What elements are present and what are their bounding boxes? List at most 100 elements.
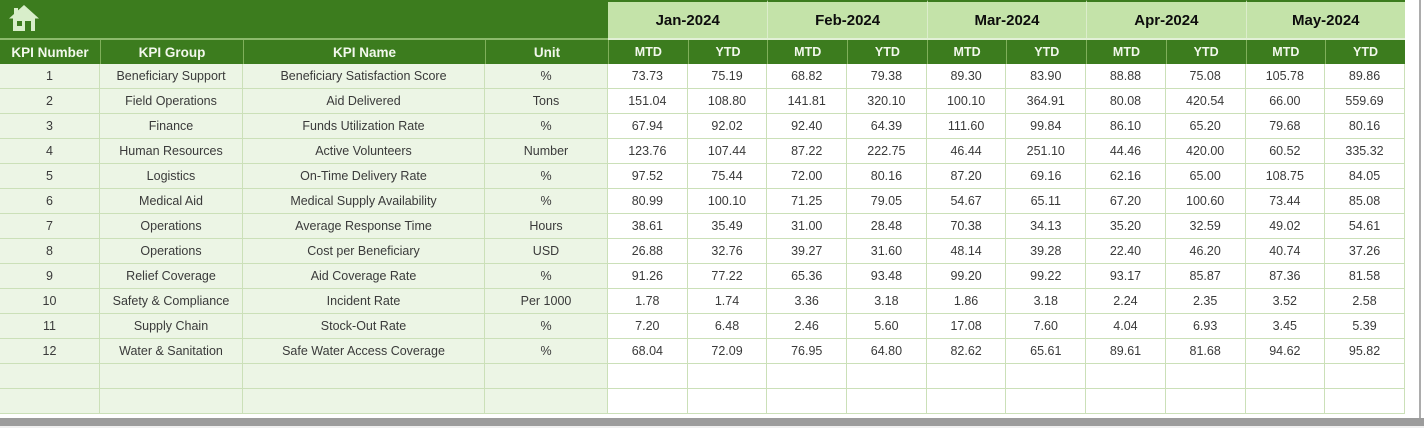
cell-kpi-group[interactable]: Safety & Compliance — [100, 289, 243, 314]
cell-value[interactable]: 66.00 — [1245, 89, 1326, 114]
cell-kpi-number[interactable]: 8 — [0, 239, 100, 264]
cell-value[interactable] — [608, 364, 688, 389]
cell-kpi-number[interactable]: 2 — [0, 89, 100, 114]
cell-value[interactable] — [1165, 389, 1246, 414]
cell-value[interactable]: 87.22 — [767, 139, 848, 164]
column-header[interactable]: KPI Number — [0, 40, 100, 64]
cell-value[interactable]: 62.16 — [1086, 164, 1166, 189]
cell-value[interactable]: 65.36 — [767, 264, 848, 289]
cell-value[interactable]: 31.00 — [767, 214, 848, 239]
cell-value[interactable]: 85.87 — [1165, 264, 1246, 289]
cell-value[interactable]: 75.08 — [1165, 64, 1246, 89]
cell-value[interactable]: 32.59 — [1165, 214, 1246, 239]
cell-kpi-number[interactable]: 6 — [0, 189, 100, 214]
cell-value[interactable]: 91.26 — [608, 264, 688, 289]
cell-value[interactable]: 68.04 — [608, 339, 688, 364]
cell-value[interactable]: 6.93 — [1165, 314, 1246, 339]
cell-value[interactable]: 46.20 — [1165, 239, 1246, 264]
cell-value[interactable]: 60.52 — [1245, 139, 1326, 164]
cell-value[interactable]: 75.19 — [687, 64, 768, 89]
subcolumn-header[interactable]: MTD — [608, 40, 688, 64]
cell-value[interactable] — [1086, 364, 1166, 389]
cell-kpi-group[interactable]: Water & Sanitation — [100, 339, 243, 364]
cell-value[interactable]: 93.48 — [847, 264, 927, 289]
cell-value[interactable]: 1.86 — [926, 289, 1007, 314]
cell-value[interactable] — [1006, 364, 1087, 389]
cell-kpi-name[interactable]: Aid Delivered — [243, 89, 485, 114]
cell-value[interactable]: 87.36 — [1245, 264, 1326, 289]
cell-value[interactable] — [1245, 389, 1326, 414]
cell-value[interactable]: 123.76 — [608, 139, 688, 164]
cell-kpi-number[interactable]: 11 — [0, 314, 100, 339]
cell-value[interactable]: 26.88 — [608, 239, 688, 264]
cell-value[interactable]: 64.39 — [847, 114, 927, 139]
cell-value[interactable]: 70.38 — [926, 214, 1007, 239]
cell-value[interactable]: 39.28 — [1006, 239, 1087, 264]
cell-value[interactable]: 79.05 — [847, 189, 927, 214]
cell-value[interactable]: 100.60 — [1165, 189, 1246, 214]
cell-value[interactable]: 100.10 — [926, 89, 1007, 114]
column-header[interactable]: KPI Name — [243, 40, 485, 64]
cell-value[interactable]: 94.62 — [1245, 339, 1326, 364]
column-header[interactable]: Unit — [485, 40, 608, 64]
cell-value[interactable] — [1165, 364, 1246, 389]
cell-value[interactable]: 364.91 — [1006, 89, 1087, 114]
cell-value[interactable]: 222.75 — [847, 139, 927, 164]
cell-value[interactable]: 151.04 — [608, 89, 688, 114]
cell-unit[interactable]: Tons — [485, 89, 608, 114]
cell-value[interactable] — [687, 364, 768, 389]
cell-value[interactable]: 81.68 — [1165, 339, 1246, 364]
month-header[interactable]: May-2024 — [1245, 0, 1405, 38]
cell-value[interactable]: 71.25 — [767, 189, 848, 214]
cell-value[interactable]: 77.22 — [687, 264, 768, 289]
cell-kpi-number[interactable]: 5 — [0, 164, 100, 189]
cell-value[interactable] — [1325, 389, 1405, 414]
cell-value[interactable]: 82.62 — [926, 339, 1007, 364]
cell-kpi-group[interactable] — [100, 389, 243, 414]
cell-value[interactable]: 40.74 — [1245, 239, 1326, 264]
cell-value[interactable]: 67.94 — [608, 114, 688, 139]
subcolumn-header[interactable]: MTD — [767, 40, 848, 64]
cell-value[interactable]: 76.95 — [767, 339, 848, 364]
cell-kpi-name[interactable] — [243, 364, 485, 389]
cell-kpi-group[interactable] — [100, 364, 243, 389]
cell-value[interactable] — [926, 389, 1007, 414]
cell-value[interactable]: 89.61 — [1086, 339, 1166, 364]
cell-value[interactable]: 99.84 — [1006, 114, 1087, 139]
cell-value[interactable]: 97.52 — [608, 164, 688, 189]
cell-value[interactable]: 7.60 — [1006, 314, 1087, 339]
cell-value[interactable] — [687, 389, 768, 414]
cell-unit[interactable]: % — [485, 164, 608, 189]
cell-unit[interactable]: USD — [485, 239, 608, 264]
cell-kpi-group[interactable]: Human Resources — [100, 139, 243, 164]
cell-value[interactable]: 83.90 — [1006, 64, 1087, 89]
cell-value[interactable]: 28.48 — [847, 214, 927, 239]
cell-unit[interactable] — [485, 389, 608, 414]
cell-value[interactable]: 48.14 — [926, 239, 1007, 264]
cell-value[interactable]: 34.13 — [1006, 214, 1087, 239]
subcolumn-header[interactable]: MTD — [926, 40, 1007, 64]
cell-value[interactable]: 32.76 — [687, 239, 768, 264]
cell-value[interactable]: 84.05 — [1325, 164, 1405, 189]
cell-value[interactable]: 3.45 — [1245, 314, 1326, 339]
cell-value[interactable]: 105.78 — [1245, 64, 1326, 89]
cell-kpi-name[interactable]: Funds Utilization Rate — [243, 114, 485, 139]
cell-kpi-number[interactable]: 1 — [0, 64, 100, 89]
cell-kpi-name[interactable]: Stock-Out Rate — [243, 314, 485, 339]
cell-kpi-name[interactable]: Medical Supply Availability — [243, 189, 485, 214]
cell-value[interactable]: 251.10 — [1006, 139, 1087, 164]
cell-kpi-name[interactable]: Cost per Beneficiary — [243, 239, 485, 264]
cell-kpi-name[interactable] — [243, 389, 485, 414]
cell-kpi-number[interactable] — [0, 364, 100, 389]
cell-kpi-number[interactable]: 3 — [0, 114, 100, 139]
cell-value[interactable] — [1086, 389, 1166, 414]
cell-value[interactable]: 1.74 — [687, 289, 768, 314]
cell-unit[interactable]: % — [485, 114, 608, 139]
cell-value[interactable]: 88.88 — [1086, 64, 1166, 89]
cell-kpi-name[interactable]: Active Volunteers — [243, 139, 485, 164]
cell-kpi-group[interactable]: Supply Chain — [100, 314, 243, 339]
cell-value[interactable]: 7.20 — [608, 314, 688, 339]
month-header[interactable]: Feb-2024 — [767, 0, 927, 38]
cell-value[interactable]: 89.30 — [926, 64, 1007, 89]
cell-value[interactable] — [1245, 364, 1326, 389]
